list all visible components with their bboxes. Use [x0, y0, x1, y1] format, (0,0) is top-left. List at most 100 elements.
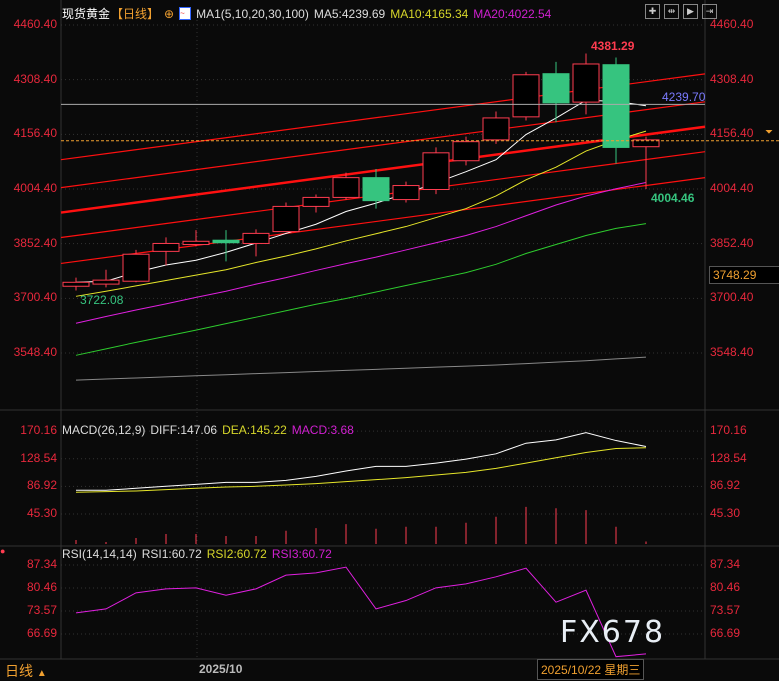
ma-indicator-name: MA1(5,10,20,30,100) — [196, 6, 309, 21]
zoom-range-icon[interactable]: ⇹ — [664, 4, 679, 19]
current-price-tag: 3748.29 — [709, 266, 779, 284]
hline-label: 4239.70 — [662, 90, 706, 104]
rsi1-value: RSI1:60.72 — [141, 547, 202, 561]
macd-tick: 45.30 — [710, 505, 741, 520]
chart-toolbar: ✚ ⇹ ▶ ⇥ — [645, 4, 717, 19]
macd-tick: 128.54 — [710, 450, 747, 465]
ma5-line — [75, 99, 647, 283]
moving-averages — [75, 99, 647, 381]
candle-body — [122, 253, 150, 282]
high-label: 4381.29 — [591, 39, 635, 53]
candle-body — [392, 185, 420, 201]
settings-dot-icon[interactable]: ● — [0, 546, 6, 556]
price-tick: 3852.40 — [710, 235, 754, 250]
price-tick: 3852.40 — [13, 235, 57, 250]
trend-line — [60, 101, 706, 189]
crosshair-icon[interactable]: ✚ — [645, 4, 660, 19]
ma30-line — [75, 223, 647, 356]
price-tick: 4460.40 — [13, 17, 57, 31]
fit-icon[interactable]: ⇥ — [702, 4, 717, 19]
current-price-arrow-icon[interactable]: ⏷ — [765, 127, 773, 138]
rsi-tick: 66.69 — [710, 625, 741, 640]
main-legend: 现货黄金 【日线】 ⊕ ~ MA1(5,10,20,30,100) MA5:42… — [62, 5, 551, 22]
ma10-line — [75, 130, 647, 297]
candle-body — [512, 74, 540, 118]
cursor-date-label: 2025/10/22 星期三 — [537, 659, 645, 680]
rsi-tick: 73.57 — [710, 603, 741, 617]
macd-tick: 45.30 — [26, 505, 57, 520]
time-axis: 日线 ▲ 2025/10 2025/10/22 星期三 — [0, 659, 779, 680]
macd-tick: 86.92 — [26, 478, 57, 493]
price-tick: 4004.40 — [13, 181, 57, 195]
symbol-name: 现货黄金 — [62, 7, 111, 21]
price-tick: 4156.40 — [13, 126, 57, 141]
candle-body — [62, 281, 90, 287]
period-selector[interactable]: 日线 ▲ — [5, 661, 47, 681]
ma5-value: MA5:4239.69 — [313, 6, 386, 21]
target-icon[interactable]: ⊕ — [164, 6, 175, 21]
macd-title: MACD(26,12,9) — [62, 423, 146, 437]
candle-body — [92, 279, 120, 285]
period-label[interactable]: 【日线】 — [111, 7, 160, 21]
rsi-tick: 73.57 — [26, 603, 57, 617]
ma100-line — [75, 356, 647, 381]
candle-body — [182, 240, 210, 246]
candle-body — [482, 117, 510, 141]
rsi-tick: 87.34 — [26, 557, 57, 571]
candle-body — [242, 232, 270, 244]
macd-panel-plot — [75, 432, 647, 544]
macd-tick: 128.54 — [20, 450, 57, 465]
candle-body — [362, 177, 390, 202]
rsi-tick: 66.69 — [26, 625, 57, 640]
price-markers — [61, 103, 779, 142]
dea-line — [75, 447, 647, 493]
watermark: FX678 — [560, 615, 666, 650]
macd-legend: MACD(26,12,9) DIFF:147.06 DEA:145.22 MAC… — [62, 423, 354, 437]
rsi-tick: 80.46 — [710, 579, 741, 594]
candle-body — [572, 63, 600, 103]
grid — [0, 0, 779, 660]
rsi-line — [75, 566, 647, 658]
start-low-label: 3722.08 — [80, 293, 124, 307]
ma10-value: MA10:4165.34 — [390, 6, 469, 21]
candle-body — [632, 139, 660, 148]
rsi2-value: RSI2:60.72 — [206, 547, 267, 561]
indicator-icon[interactable]: ~ — [179, 7, 192, 20]
candle-body — [212, 239, 240, 244]
macd-tick: 170.16 — [20, 423, 57, 438]
price-tick: 3548.40 — [710, 345, 754, 359]
candle-body — [332, 177, 360, 198]
candlesticks — [62, 53, 660, 291]
rsi-legend: RSI(14,14,14) RSI1:60.72 RSI2:60.72 RSI3… — [62, 547, 332, 561]
price-tick: 4156.40 — [710, 126, 754, 141]
rsi-panel-plot — [75, 566, 647, 658]
price-tick: 3700.40 — [710, 290, 754, 305]
rsi-tick: 80.46 — [26, 579, 57, 594]
rsi-title: RSI(14,14,14) — [62, 547, 137, 561]
period-selector-label: 日线 — [5, 663, 33, 679]
candle-body — [602, 64, 630, 148]
rsi-tick: 87.34 — [710, 557, 741, 571]
candle-body — [152, 242, 180, 252]
triangle-up-icon: ▲ — [36, 668, 47, 679]
low-label: 4004.46 — [651, 191, 695, 205]
macd-value: MACD:3.68 — [291, 423, 354, 437]
candle-body — [302, 196, 330, 207]
month-label: 2025/10 — [199, 662, 243, 676]
price-tick: 4460.40 — [710, 17, 754, 31]
diff-value: DIFF:147.06 — [150, 423, 218, 437]
candle-body — [452, 141, 480, 162]
price-tick: 3548.40 — [13, 345, 57, 359]
rsi3-value: RSI3:60.72 — [271, 547, 332, 561]
diff-line — [76, 432, 647, 491]
macd-tick: 170.16 — [710, 423, 747, 438]
play-icon[interactable]: ▶ — [683, 4, 698, 19]
price-tick: 4004.40 — [710, 181, 754, 195]
ma20-value: MA20:4022.54 — [473, 6, 552, 21]
macd-tick: 86.92 — [710, 478, 741, 493]
ma20-line — [75, 181, 647, 324]
price-tick: 3700.40 — [13, 290, 57, 305]
candle-body — [422, 152, 450, 191]
candle-body — [272, 205, 300, 233]
